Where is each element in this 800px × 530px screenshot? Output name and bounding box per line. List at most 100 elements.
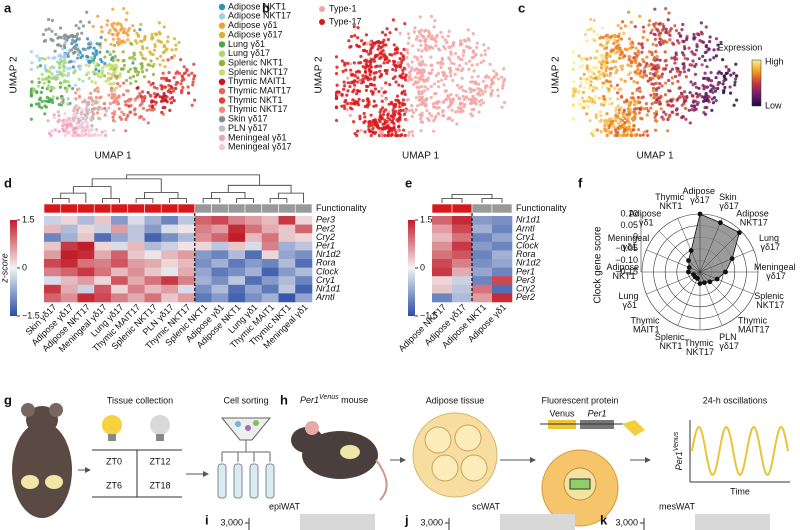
colorbar xyxy=(408,220,415,316)
cell-point xyxy=(352,25,356,29)
cell-point xyxy=(398,57,402,61)
legend-swatch xyxy=(218,59,226,67)
cell-point xyxy=(398,65,403,69)
cell-point xyxy=(138,28,142,32)
heatmap-cell xyxy=(194,293,212,303)
cell-point xyxy=(128,56,132,60)
colorbar-tick-label: −1.5 xyxy=(22,310,40,320)
adipocyte xyxy=(460,454,488,482)
cell-point xyxy=(116,40,120,45)
cell-point xyxy=(78,95,82,99)
cell-point xyxy=(589,17,593,22)
adipocyte xyxy=(424,426,452,454)
cell-point xyxy=(667,115,671,119)
cell-point xyxy=(383,90,388,94)
cell-point xyxy=(615,133,619,137)
functionality-cell xyxy=(160,203,179,214)
cell-point xyxy=(61,64,66,69)
cell-point xyxy=(164,77,168,82)
cell-point xyxy=(713,89,718,93)
cell-point xyxy=(337,90,341,94)
cell-point xyxy=(616,131,620,135)
row-label: Arntl xyxy=(515,223,536,233)
cell-point xyxy=(703,105,707,110)
cell-point xyxy=(145,68,149,72)
cell-point xyxy=(423,85,427,89)
cell-point xyxy=(53,128,57,132)
cell-point xyxy=(437,112,441,116)
cell-point xyxy=(113,57,117,62)
cell-point xyxy=(434,74,438,78)
radar-point xyxy=(723,269,728,275)
cell-point xyxy=(85,115,89,119)
cell-point xyxy=(678,34,683,38)
cell-point xyxy=(65,87,69,91)
cell-point xyxy=(401,101,405,105)
heatmap-cell xyxy=(194,267,212,277)
cell-point xyxy=(334,71,339,76)
cell-point xyxy=(613,128,618,132)
cell-point xyxy=(49,66,53,70)
cell-point xyxy=(645,55,649,59)
cell-point xyxy=(490,88,495,93)
cell-point xyxy=(71,51,75,55)
cell-point xyxy=(345,93,349,97)
cell-point xyxy=(44,28,48,32)
cell-point xyxy=(334,105,339,109)
cell-point xyxy=(675,98,679,102)
row-label: Cry1 xyxy=(516,232,535,242)
cell-point xyxy=(104,79,108,83)
cell-point xyxy=(704,25,708,29)
cell-point xyxy=(46,99,50,103)
cell-point xyxy=(193,74,197,78)
cell-point xyxy=(616,121,621,125)
cell-point xyxy=(456,109,460,114)
cell-point xyxy=(448,45,452,49)
functionality-label: Functionality xyxy=(516,203,567,213)
cell-point xyxy=(77,52,81,56)
cell-point xyxy=(65,126,69,130)
heatmap-cell xyxy=(452,284,473,294)
cell-point xyxy=(89,128,93,132)
cell-point xyxy=(51,100,55,105)
cell-point xyxy=(354,70,358,74)
cell-point xyxy=(377,126,381,130)
cell-point xyxy=(35,54,39,58)
cell-point xyxy=(714,54,718,58)
cell-point xyxy=(602,81,606,85)
cell-point xyxy=(378,128,382,132)
cell-point xyxy=(652,92,656,96)
cell-point xyxy=(50,86,55,90)
cell-point xyxy=(363,69,368,74)
cell-point xyxy=(397,109,401,113)
cell-point xyxy=(471,32,475,36)
cell-point xyxy=(90,107,95,111)
cell-point xyxy=(701,54,705,58)
cell-point xyxy=(87,133,91,137)
cell-point xyxy=(61,47,65,51)
cell-point xyxy=(700,32,704,36)
cell-point xyxy=(378,64,383,68)
cell-point xyxy=(454,110,458,114)
step-label: Fluorescent protein xyxy=(541,395,618,405)
cell-point xyxy=(393,52,397,56)
cell-point xyxy=(166,35,170,39)
cell-point xyxy=(593,95,597,99)
heatmap-cell xyxy=(492,241,513,251)
cell-point xyxy=(159,54,163,58)
cell-point xyxy=(613,86,617,91)
cell-point xyxy=(490,80,495,84)
cell-point xyxy=(66,102,70,106)
legend-swatch xyxy=(319,19,325,25)
cell-point xyxy=(432,82,437,86)
cell-point xyxy=(384,97,388,102)
cell-point xyxy=(380,99,384,103)
cell-point xyxy=(667,11,671,15)
cell-point xyxy=(372,71,376,75)
mouse-ear xyxy=(305,421,319,435)
cell-point xyxy=(496,88,500,92)
cell-point xyxy=(662,25,666,29)
cell-point xyxy=(572,61,576,65)
cell-point xyxy=(370,120,374,125)
adipocyte xyxy=(454,424,482,452)
